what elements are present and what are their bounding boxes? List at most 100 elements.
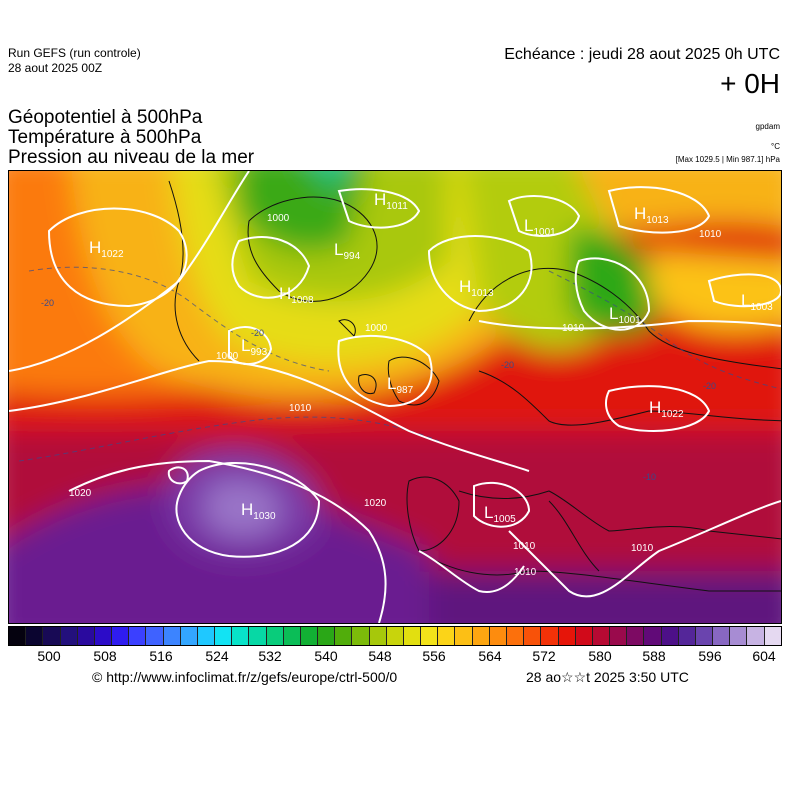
color-swatch — [472, 627, 490, 645]
isobars — [9, 171, 781, 623]
pressure-center-high: H1008 — [279, 284, 314, 306]
weather-map: H1022 H1011 L994 H1008 L993 L987 H1013 L1001 L10… — [8, 170, 782, 624]
pressure-center-low: L1005 — [484, 503, 516, 525]
scale-tick-label: 500 — [37, 648, 61, 664]
scale-tick-label: 588 — [642, 648, 666, 664]
color-swatch — [524, 627, 542, 645]
title-pressure: Pression au niveau de la mer — [8, 147, 255, 168]
color-swatch — [180, 627, 198, 645]
color-swatch — [713, 627, 731, 645]
color-swatch — [197, 627, 216, 645]
color-scale-bar — [8, 626, 782, 646]
color-swatch — [421, 627, 439, 645]
color-swatch — [747, 627, 765, 645]
color-swatch — [678, 627, 696, 645]
scale-tick-label: 604 — [752, 648, 776, 664]
pressure-center-low: L1001 — [609, 304, 641, 326]
pressure-center-high: H1013 — [634, 204, 669, 226]
run-date: 28 aout 2025 00Z — [8, 61, 103, 75]
color-swatch — [644, 627, 662, 645]
pressure-center-high: H1022 — [649, 398, 684, 420]
color-swatch — [730, 627, 748, 645]
source-credit: © http://www.infoclimat.fr/z/gefs/europe… — [92, 669, 398, 685]
color-swatch — [386, 627, 404, 645]
color-swatch — [610, 627, 628, 645]
pressure-center-high: H1013 — [459, 277, 494, 299]
color-swatch — [283, 627, 301, 645]
scale-tick-label: 548 — [368, 648, 392, 664]
temperature-value-labels: -20 -20 -20 -20 -10 — [41, 298, 716, 482]
color-scale-ticks: 500 508 516 524 532 540 548 556 564 572 580 588 596 6… — [8, 648, 780, 668]
color-swatch — [403, 627, 422, 645]
color-swatch — [592, 627, 611, 645]
scale-tick-label: 564 — [478, 648, 502, 664]
color-swatch — [94, 627, 113, 645]
run-name: Run GEFS (run controle) — [8, 46, 141, 60]
color-swatch — [558, 627, 576, 645]
color-swatch — [541, 627, 559, 645]
pressure-center-high: H1022 — [89, 238, 124, 260]
isobar-label: 1000 — [365, 323, 388, 334]
scale-tick-label: 572 — [532, 648, 556, 664]
scale-tick-label: 508 — [93, 648, 117, 664]
color-swatch — [9, 627, 27, 645]
color-swatch — [146, 627, 164, 645]
pressure-center-high: H1011 — [374, 190, 408, 212]
isobar-label: 1020 — [69, 488, 92, 499]
color-swatch — [575, 627, 593, 645]
color-swatch — [60, 627, 78, 645]
title-geopotential: Géopotentiel à 500hPa — [8, 107, 203, 128]
color-swatch — [455, 627, 473, 645]
temperature-label: -20 — [41, 298, 54, 308]
temperature-label: -10 — [643, 472, 656, 482]
pressure-center-low: L1001 — [524, 216, 556, 238]
color-swatch — [335, 627, 353, 645]
valid-time: Echéance : jeudi 28 aout 2025 0h UTC — [504, 46, 780, 63]
color-swatch — [300, 627, 319, 645]
isobar-label: 1010 — [289, 403, 312, 414]
color-swatch — [489, 627, 507, 645]
temperature-label: -20 — [703, 381, 716, 391]
scale-tick-label: 556 — [422, 648, 446, 664]
lead-time: + 0H — [720, 68, 780, 99]
color-swatch — [249, 627, 267, 645]
color-swatch — [352, 627, 370, 645]
isobar-label: 1010 — [513, 541, 536, 552]
scale-tick-label: 532 — [258, 648, 282, 664]
isobar-label: 1010 — [631, 543, 654, 554]
color-swatch — [438, 627, 456, 645]
pressure-center-low: L987 — [387, 374, 414, 396]
temperature-contours — [18, 266, 781, 462]
isobar-label: 1000 — [267, 213, 290, 224]
pressure-center-high: H1030 — [241, 500, 276, 522]
color-swatch — [215, 627, 233, 645]
scale-tick-label: 516 — [149, 648, 173, 664]
scale-tick-label: 580 — [588, 648, 612, 664]
pressure-center-low: L993 — [241, 336, 268, 358]
pressure-extremes: [Max 1029.5 | Min 987.1] hPa — [675, 155, 780, 164]
color-swatch — [695, 627, 714, 645]
color-swatch — [232, 627, 250, 645]
color-swatch — [26, 627, 44, 645]
color-swatch — [661, 627, 679, 645]
color-swatch — [318, 627, 336, 645]
isobar-label: 1000 — [216, 351, 239, 362]
color-swatch — [506, 627, 525, 645]
color-swatch — [627, 627, 645, 645]
issue-time: 28 ao☆☆t 2025 3:50 UTC — [526, 669, 689, 685]
color-swatch — [129, 627, 147, 645]
scale-tick-label: 540 — [314, 648, 338, 664]
geopotential-field — [9, 171, 781, 623]
color-swatch — [369, 627, 387, 645]
title-temperature: Température à 500hPa — [8, 127, 202, 148]
color-swatch — [77, 627, 95, 645]
pressure-center-labels: H1022 H1011 L994 H1008 L993 L987 H1013 L1001 L10… — [89, 190, 773, 525]
isobar-label: 1020 — [364, 498, 387, 509]
coastlines — [168, 180, 781, 592]
temperature-label: -20 — [251, 328, 264, 338]
pressure-center-low: L994 — [334, 240, 361, 262]
temperature-label: -20 — [501, 360, 514, 370]
unit-geopotential: gpdam — [755, 122, 780, 131]
isobar-label: 1010 — [514, 567, 537, 578]
isobar-value-labels: 1000 1000 1000 1010 1010 1010 1010 1010 1020 1020… — [69, 213, 722, 578]
